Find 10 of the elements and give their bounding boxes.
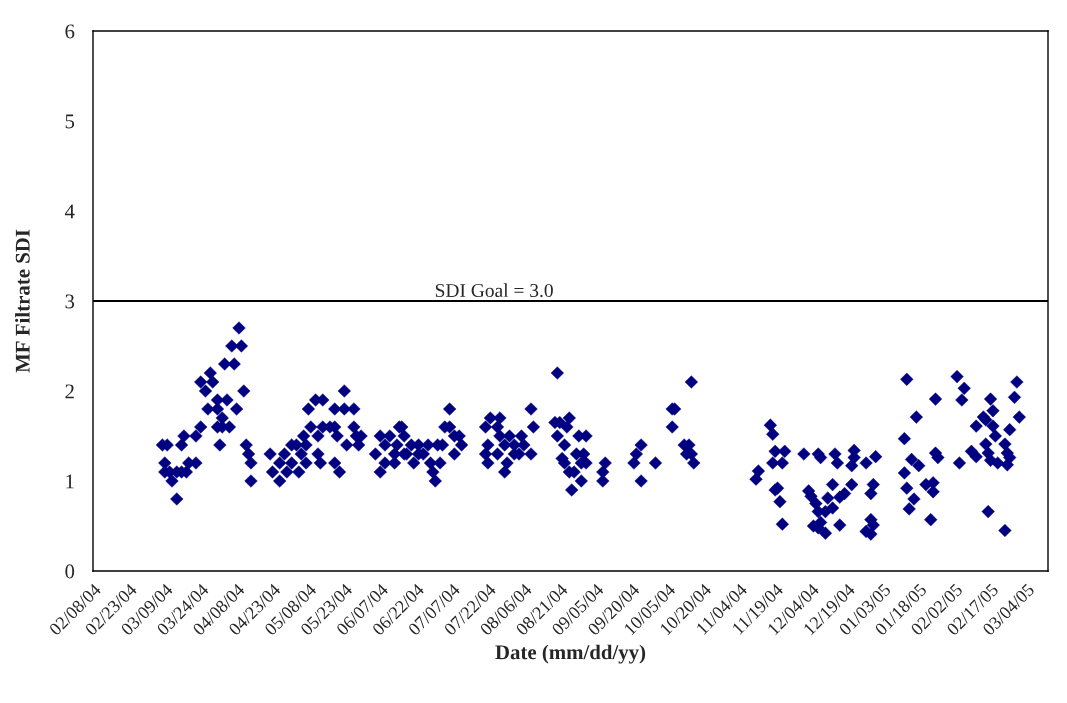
y-tick-label: 5 (65, 114, 75, 129)
y-tick-label: 4 (64, 204, 75, 219)
y-tick-label: 6 (65, 24, 75, 39)
x-axis-title: Date (mm/dd/yy) (495, 644, 646, 664)
ref-line-label: SDI Goal = 3.0 (435, 283, 553, 298)
y-tick-label: 3 (65, 294, 75, 309)
y-tick-label: 0 (65, 564, 75, 579)
y-tick-label: 1 (66, 474, 74, 489)
y-axis-title: MF Filtrate SDI (15, 229, 30, 373)
y-tick-label: 2 (65, 384, 74, 399)
